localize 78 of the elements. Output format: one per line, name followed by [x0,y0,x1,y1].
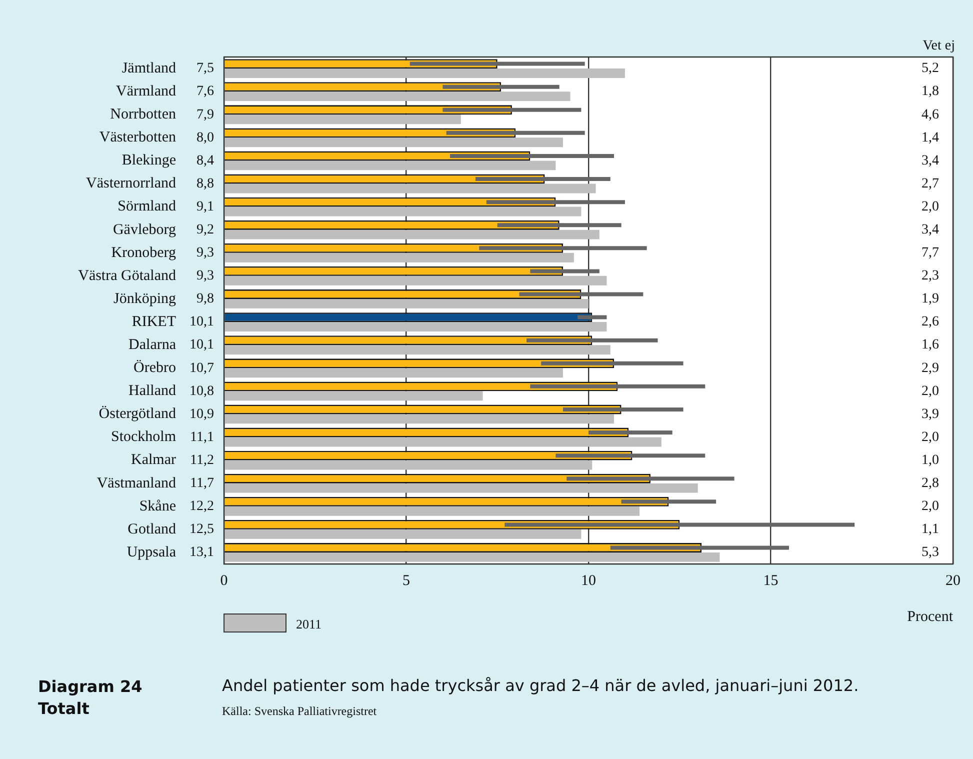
text: Vet ej [922,38,955,54]
y-tick-label: Halland [128,383,176,400]
y-tick-label: Kronoberg [111,244,176,261]
y-tick-label: Skåne [139,498,176,514]
annotation: 1,1 [922,522,939,538]
y-tick-label: Dalarna [128,337,176,354]
data-label: 11,2 [190,452,214,468]
y-tick-label: Västernorrland [86,176,176,192]
annotation: 3,9 [922,406,939,422]
annotation: 1,8 [922,84,939,100]
y-tick-label: Uppsala [126,544,176,560]
data-label: 10,1 [190,338,214,353]
y-tick-label: Östergötland [98,405,176,422]
data-label: 12,2 [190,499,214,514]
x-tick-label: 15 [763,572,778,589]
annotation: 2,0 [922,384,939,399]
data-label: 13,1 [190,545,214,560]
y-tick-label: Jämtland [122,60,176,76]
x-tick-label: 5 [402,572,410,589]
data-label: 9,8 [196,292,214,307]
annotation: 2,8 [922,476,939,492]
annotation: 1,4 [922,130,939,146]
data-label: 7,6 [196,84,214,100]
data-label: 7,5 [196,61,214,76]
x-axis-title: Procent [907,608,954,625]
y-tick-label: Jönköping [113,290,176,307]
data-label: 11,1 [190,430,214,445]
annotation: 1,9 [922,292,939,307]
annotation: 2,9 [922,360,939,376]
data-label: 10,7 [190,360,214,376]
data-label: 10,9 [190,406,214,422]
x-tick-label: 0 [220,572,228,589]
text: Totalt [38,699,90,718]
data-label: 12,5 [190,522,214,538]
y-tick-label: Gotland [128,521,176,538]
data-label: 8,8 [196,176,214,192]
data-label: 7,9 [196,107,214,122]
y-tick-label: Västra Götaland [78,268,176,284]
annotation: 1,0 [922,452,939,468]
x-tick-label: 20 [946,572,960,589]
y-tick-label: RIKET [132,314,176,330]
annotation: 2,6 [922,314,939,330]
annotation: 5,3 [922,545,939,560]
data-label: 10,1 [190,314,214,330]
y-tick-label: Kalmar [131,452,176,468]
annotation: 4,6 [922,107,939,122]
annotation: 2,0 [922,430,939,445]
data-label: 10,8 [190,384,214,399]
annotation: 2,0 [922,499,939,514]
y-tick-label: Norrbotten [110,106,176,123]
annotation: 2,3 [922,268,939,284]
x-tick-label: 10 [581,572,596,589]
annotation: 2,0 [922,199,939,214]
annotation: 7,7 [922,246,939,261]
legend-label: 2011 [296,616,322,632]
data-label: 9,3 [196,268,214,284]
annotation: 2,7 [922,176,939,192]
annotation: 5,2 [922,61,939,76]
text: Diagram 24 [38,677,142,696]
data-label: 9,2 [196,222,214,238]
y-tick-label: Västerbotten [99,130,176,146]
y-tick-label: Örebro [134,359,176,376]
data-label: 8,4 [196,153,214,168]
data-label: 9,3 [196,246,214,261]
y-tick-label: Blekinge [122,152,176,169]
annotation: 3,4 [922,222,939,238]
text: Andel patienter som hade trycksår av grad 2–4 när de avled, januari–juni 2012. [222,676,860,695]
data-label: 11,7 [190,476,214,492]
data-label: 8,0 [196,130,214,146]
text: Källa: Svenska Palliativregistret [222,704,377,719]
y-tick-label: Västmanland [96,475,176,492]
y-tick-label: Gävleborg [112,222,176,238]
y-tick-label: Stockholm [110,429,176,446]
annotation: 1,6 [922,338,939,353]
data-label: 9,1 [196,199,214,214]
annotation: 3,4 [922,153,939,168]
y-tick-label: Värmland [116,84,176,100]
y-tick-label: Sörmland [118,198,176,215]
